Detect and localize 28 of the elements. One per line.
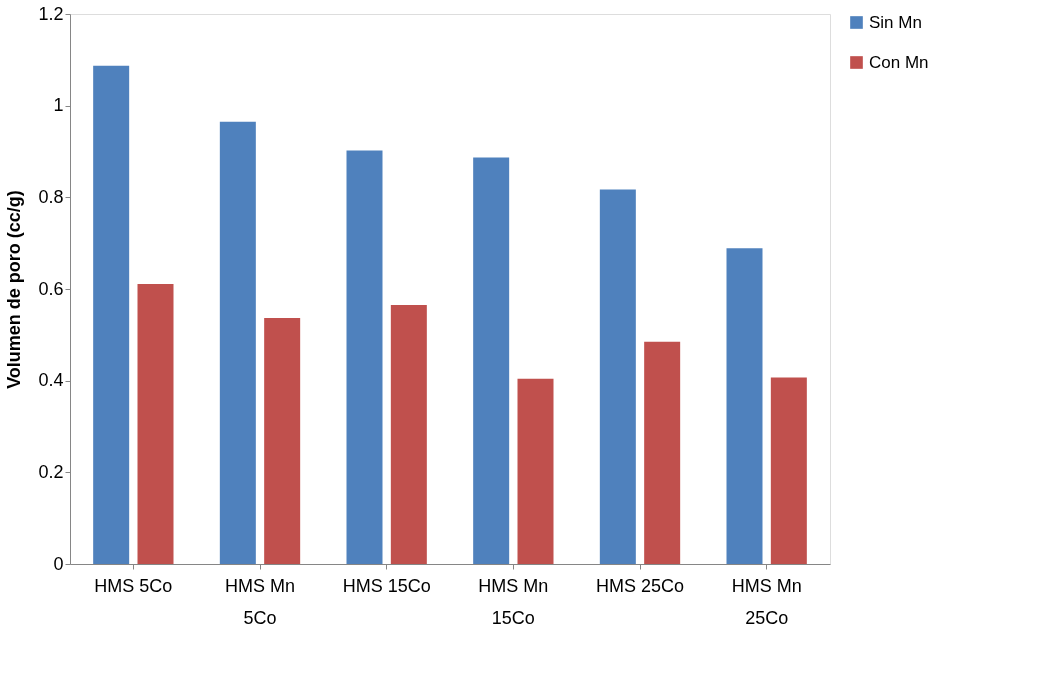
bar xyxy=(599,189,636,564)
x-tick-label: HMS Mn 15Co xyxy=(478,575,549,628)
legend-label: Con Mn xyxy=(869,52,929,72)
y-tick-label: 0.8 xyxy=(38,186,64,207)
y-tick-label: 0.6 xyxy=(38,278,64,299)
y-tick-label: 0 xyxy=(53,553,64,574)
x-tick-label: HMS Mn 25Co xyxy=(731,575,802,628)
y-axis-title: Volumen de poro (cc/g) xyxy=(4,190,25,389)
bar xyxy=(770,377,807,564)
y-tick-label: 0.2 xyxy=(38,461,64,482)
bar xyxy=(517,378,554,564)
bar xyxy=(726,248,763,564)
x-tick-label: HMS Mn 5Co xyxy=(224,575,296,628)
bar xyxy=(473,157,510,564)
y-tick-label: 1 xyxy=(53,95,64,116)
x-tick-label: HMS 15Co xyxy=(342,575,431,596)
bar xyxy=(93,65,130,564)
bar xyxy=(137,283,174,564)
bar xyxy=(644,341,681,564)
bar xyxy=(390,305,427,564)
x-tick-label: HMS 25Co xyxy=(595,575,685,596)
bar xyxy=(346,150,383,564)
bar xyxy=(264,317,301,564)
y-tick-label: 1.2 xyxy=(38,3,64,24)
bar xyxy=(219,121,256,564)
x-tick-label: HMS 5Co xyxy=(94,575,173,596)
y-tick-label: 0.4 xyxy=(38,370,64,391)
legend-label: Sin Mn xyxy=(869,12,922,32)
